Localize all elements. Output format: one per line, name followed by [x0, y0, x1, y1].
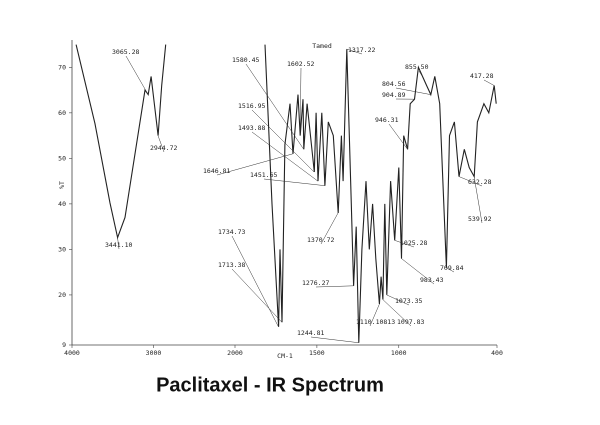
peak-label: 2944.72: [150, 144, 177, 152]
y-tick-label: 20: [58, 291, 66, 299]
peak-label: 709.84: [440, 264, 464, 272]
leader-line: [484, 80, 494, 86]
peak-label: 1244.81: [297, 329, 324, 337]
peak-label: 1110.10813: [356, 318, 395, 326]
peak-label: 983.43: [420, 276, 444, 284]
peak-label: 1646.81: [203, 167, 230, 175]
leader-line: [126, 56, 148, 95]
y-tick-label: 40: [58, 200, 66, 208]
y-axis-label: %T: [58, 181, 66, 189]
chart-title: Paclitaxel - IR Spectrum: [156, 374, 384, 396]
peak-label: 1025.28: [400, 239, 427, 247]
peak-label: 1276.27: [302, 279, 329, 287]
peak-label: 904.89: [382, 91, 406, 99]
peak-label: 3065.28: [112, 48, 139, 56]
y-tick-label: 50: [58, 154, 66, 162]
peak-label: 855.50: [405, 63, 429, 71]
y-tick-label: 30: [58, 245, 66, 253]
plot-area: [76, 45, 496, 343]
peak-label: 632.28: [468, 178, 492, 186]
peak-label: 1097.83: [397, 318, 424, 326]
peak-label: 1580.45: [232, 56, 259, 64]
peak-label: 539.92: [468, 215, 492, 223]
x-tick-label: 4000: [64, 349, 80, 357]
peak-label: 1713.38: [218, 261, 245, 269]
peak-label: 3441.10: [105, 241, 132, 249]
leader-line: [232, 236, 278, 327]
peak-label: 417.28: [470, 72, 494, 80]
peak-label: 1451.65: [250, 171, 277, 179]
peak-label: 946.31: [375, 116, 399, 124]
spectrum-line: [76, 45, 496, 343]
annotation-text: Tamed: [312, 42, 332, 50]
x-tick-label: 400: [491, 349, 503, 357]
x-tick-label: 1000: [391, 349, 407, 357]
peak-label: 1516.95: [238, 102, 265, 110]
x-tick-label: 2000: [227, 349, 243, 357]
x-axis-label: CM-1: [277, 352, 293, 360]
leader-line: [311, 337, 359, 343]
y-tick-label: 9: [62, 341, 66, 349]
x-tick-label: 1500: [309, 349, 325, 357]
leader-line: [389, 124, 408, 149]
peak-label: 804.56: [382, 80, 406, 88]
y-tick-label: 60: [58, 109, 66, 117]
leader-line: [264, 179, 325, 186]
peak-label: 1493.88: [238, 124, 265, 132]
peak-label: 1073.35: [395, 297, 422, 305]
x-tick-label: 3000: [146, 349, 162, 357]
leader-line: [232, 269, 282, 322]
peak-label: 1317.22: [348, 46, 375, 54]
y-tick-label: 70: [58, 63, 66, 71]
peak-label: 1602.52: [287, 60, 314, 68]
peak-label: 1734.73: [218, 228, 245, 236]
peak-label: 1370.72: [307, 236, 334, 244]
